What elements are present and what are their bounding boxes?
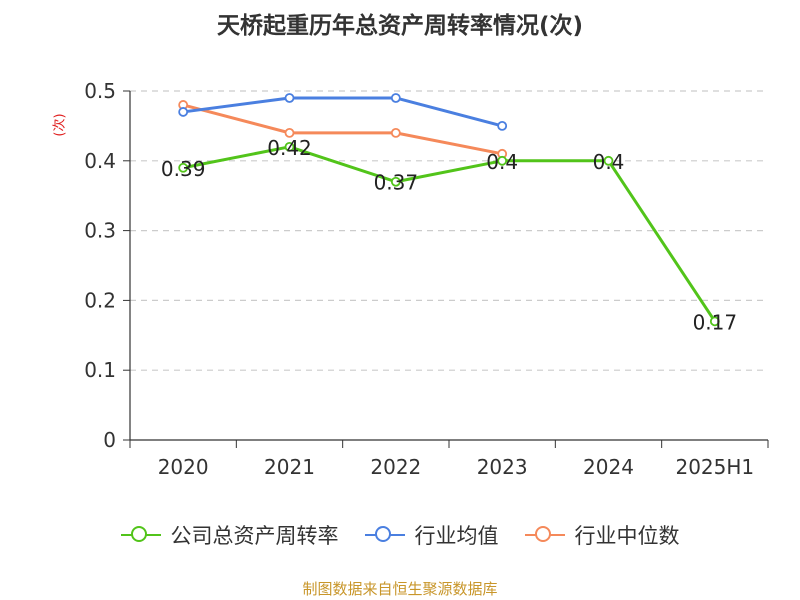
data-point-industry-median: [284, 127, 295, 138]
data-source-note: 制图数据来自恒生聚源数据库: [302, 580, 498, 598]
data-point-industry-avg: [390, 93, 401, 103]
x-tick-label: 2023: [477, 455, 528, 479]
data-label: 0.37: [374, 171, 419, 195]
y-tick-label: 0.3: [84, 219, 116, 243]
data-point-company: [284, 141, 295, 152]
data-point-industry-median: [390, 127, 401, 138]
data-label: 0.4: [593, 150, 625, 174]
y-tick-label: 0: [103, 428, 116, 452]
data-point-industry-avg: [497, 121, 508, 131]
series-line-industry-median: [182, 103, 503, 156]
x-tick-label: 2024: [583, 455, 634, 479]
y-tick-label: 0.2: [84, 288, 116, 312]
data-point-company: [178, 162, 189, 173]
legend-marker-industry-avg: [364, 525, 405, 545]
data-point-company: [390, 176, 401, 187]
legend-item-company[interactable]: 公司总资产周转率: [120, 520, 339, 550]
x-tick-label: 2025H1: [675, 455, 754, 479]
data-point-industry-avg: [178, 107, 189, 117]
data-point-company: [497, 155, 508, 166]
legend-item-industry-median[interactable]: 行业中位数: [524, 520, 680, 550]
data-label: 0.4: [486, 150, 518, 174]
data-label: 0.39: [161, 157, 206, 181]
y-tick-label: 0.5: [84, 79, 116, 103]
legend-label-industry-median: 行业中位数: [574, 524, 680, 548]
legend-marker-industry-median: [524, 525, 565, 545]
x-tick-label: 2022: [370, 455, 421, 479]
legend-item-industry-avg[interactable]: 行业均值: [364, 520, 499, 550]
x-tick-label: 2021: [264, 455, 315, 479]
y-tick-label: 0.1: [84, 358, 116, 382]
legend-label-industry-avg: 行业均值: [414, 524, 499, 548]
series-line-company: [182, 145, 717, 323]
legend-label-company: 公司总资产周转率: [170, 524, 339, 548]
legend: 公司总资产周转率 行业均值 行业中位数: [0, 520, 800, 550]
data-point-industry-avg: [284, 93, 295, 103]
y-tick-label: 0.4: [84, 149, 116, 173]
chart-title: 天桥起重历年总资产周转率情况(次): [216, 13, 584, 39]
series-line-industry-avg: [182, 96, 503, 128]
x-tick-label: 2020: [158, 455, 209, 479]
legend-marker-company: [120, 525, 161, 545]
data-point-company: [709, 316, 720, 327]
data-label: 0.42: [267, 136, 312, 160]
data-label: 0.17: [693, 310, 738, 334]
data-point-company: [603, 155, 614, 166]
